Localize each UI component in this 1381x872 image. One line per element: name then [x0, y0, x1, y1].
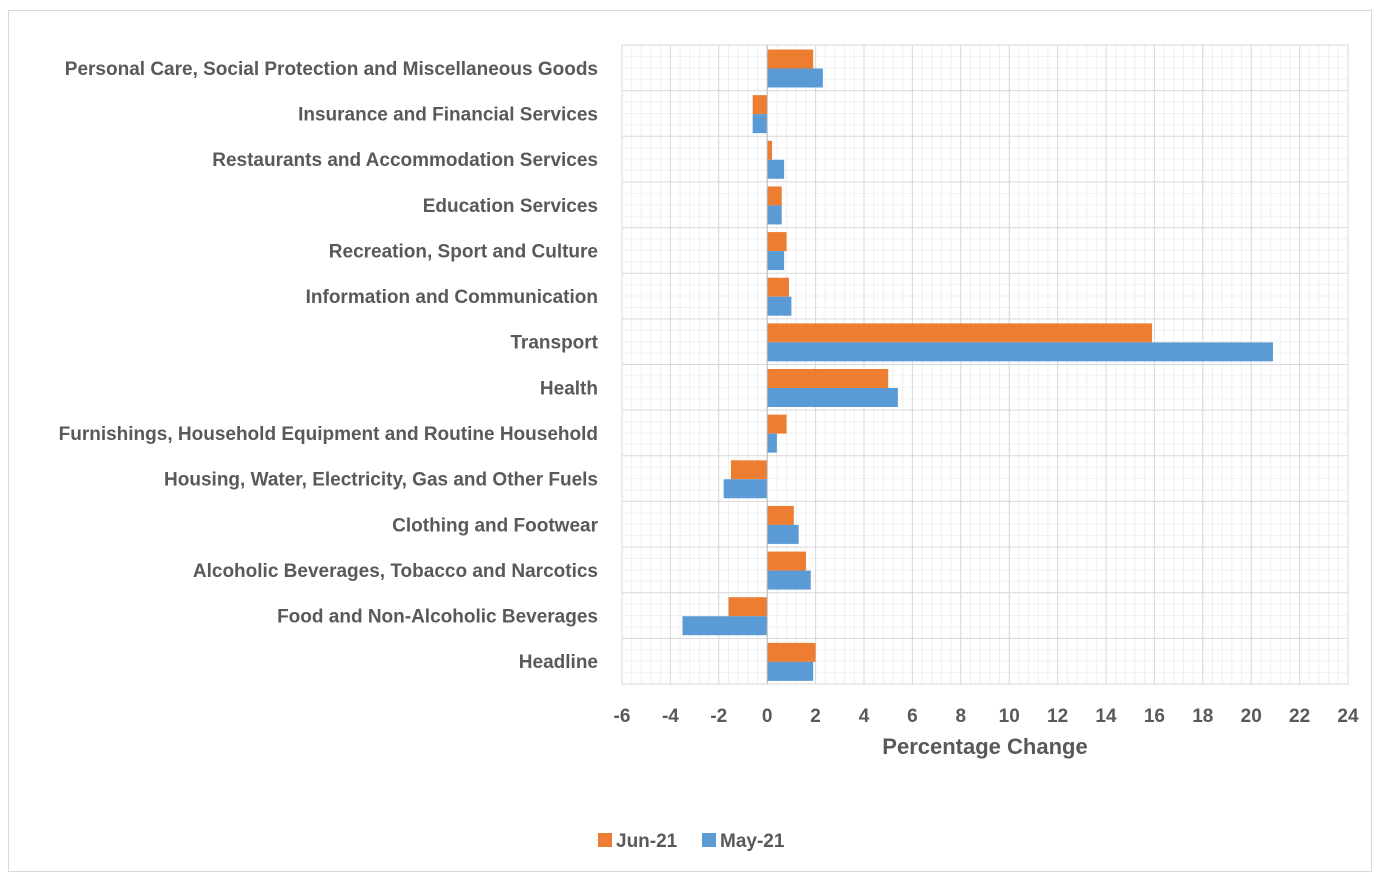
- bar-jun-21-8: [767, 414, 787, 434]
- x-tick-label: 6: [907, 706, 918, 727]
- category-labels: Personal Care, Social Protection and Mis…: [59, 59, 599, 673]
- category-label: Housing, Water, Electricity, Gas and Oth…: [164, 470, 598, 491]
- bar-jun-21-5: [767, 277, 789, 297]
- x-axis-title: Percentage Change: [882, 734, 1087, 759]
- bar-jun-21-2: [767, 140, 773, 160]
- legend-label-may-21: May-21: [720, 831, 785, 852]
- x-tick-label: -2: [710, 706, 727, 727]
- category-label: Recreation, Sport and Culture: [329, 241, 598, 262]
- x-tick-label: 4: [859, 706, 870, 727]
- bar-may-21-3: [767, 205, 782, 225]
- bar-jun-21-4: [767, 232, 787, 252]
- bar-jun-21-13: [767, 642, 816, 662]
- bar-may-21-13: [767, 661, 814, 681]
- legend-swatch-may-21: [702, 833, 716, 847]
- legend-swatch-jun-21: [598, 833, 612, 847]
- category-label: Insurance and Financial Services: [298, 104, 598, 125]
- category-label: Alcoholic Beverages, Tobacco and Narcoti…: [193, 561, 598, 582]
- bar-jun-21-6: [767, 323, 1152, 343]
- x-tick-label: 12: [1047, 706, 1068, 727]
- bar-jun-21-11: [767, 551, 806, 571]
- bar-jun-21-3: [767, 186, 782, 206]
- bar-may-21-8: [767, 433, 777, 453]
- x-tick-label: 2: [810, 706, 821, 727]
- x-tick-label: 16: [1144, 706, 1165, 727]
- bar-may-21-4: [767, 251, 785, 271]
- category-label: Food and Non-Alcoholic Beverages: [277, 607, 598, 628]
- bar-may-21-0: [767, 68, 823, 88]
- bar-jun-21-1: [752, 95, 768, 115]
- bar-may-21-1: [752, 114, 768, 134]
- bar-jun-21-0: [767, 49, 814, 69]
- x-tick-label: 10: [999, 706, 1020, 727]
- bar-jun-21-10: [767, 505, 794, 525]
- bar-may-21-9: [723, 479, 768, 499]
- x-tick-label: 24: [1337, 706, 1359, 727]
- category-label: Headline: [519, 652, 598, 673]
- x-tick-label: -4: [662, 706, 679, 727]
- category-label: Clothing and Footwear: [392, 515, 598, 536]
- bar-may-21-2: [767, 159, 785, 179]
- bar-may-21-5: [767, 296, 792, 316]
- bar-may-21-10: [767, 524, 799, 544]
- x-tick-label: -6: [614, 706, 631, 727]
- bar-layer: [682, 45, 1273, 684]
- x-tick-labels: -6 -4 -2 0 2 4 6 8 10 12 14 16 18 20 22 24: [614, 706, 1359, 727]
- x-tick-label: 18: [1192, 706, 1213, 727]
- category-label: Personal Care, Social Protection and Mis…: [65, 59, 598, 80]
- bar-may-21-7: [767, 388, 898, 407]
- bar-may-21-12: [682, 616, 768, 636]
- bar-may-21-6: [767, 342, 1273, 362]
- category-label: Transport: [510, 333, 598, 354]
- bar-may-21-11: [767, 570, 811, 590]
- category-label: Information and Communication: [306, 287, 598, 308]
- x-tick-label: 14: [1095, 706, 1117, 727]
- category-label: Restaurants and Accommodation Services: [212, 150, 598, 171]
- category-label: Furnishings, Household Equipment and Rou…: [59, 424, 598, 445]
- x-tick-label: 22: [1289, 706, 1310, 727]
- bar-jun-21-12: [728, 597, 768, 617]
- bar-jun-21-9: [730, 460, 768, 480]
- legend-label-jun-21: Jun-21: [616, 831, 678, 852]
- x-tick-label: 20: [1241, 706, 1262, 727]
- legend: Jun-21 May-21: [598, 831, 785, 852]
- grid-layer: [621, 44, 1349, 685]
- category-label: Education Services: [423, 196, 598, 217]
- x-tick-label: 0: [762, 706, 773, 727]
- x-tick-label: 8: [956, 706, 967, 727]
- category-label: Health: [540, 378, 598, 399]
- bar-jun-21-7: [767, 369, 889, 388]
